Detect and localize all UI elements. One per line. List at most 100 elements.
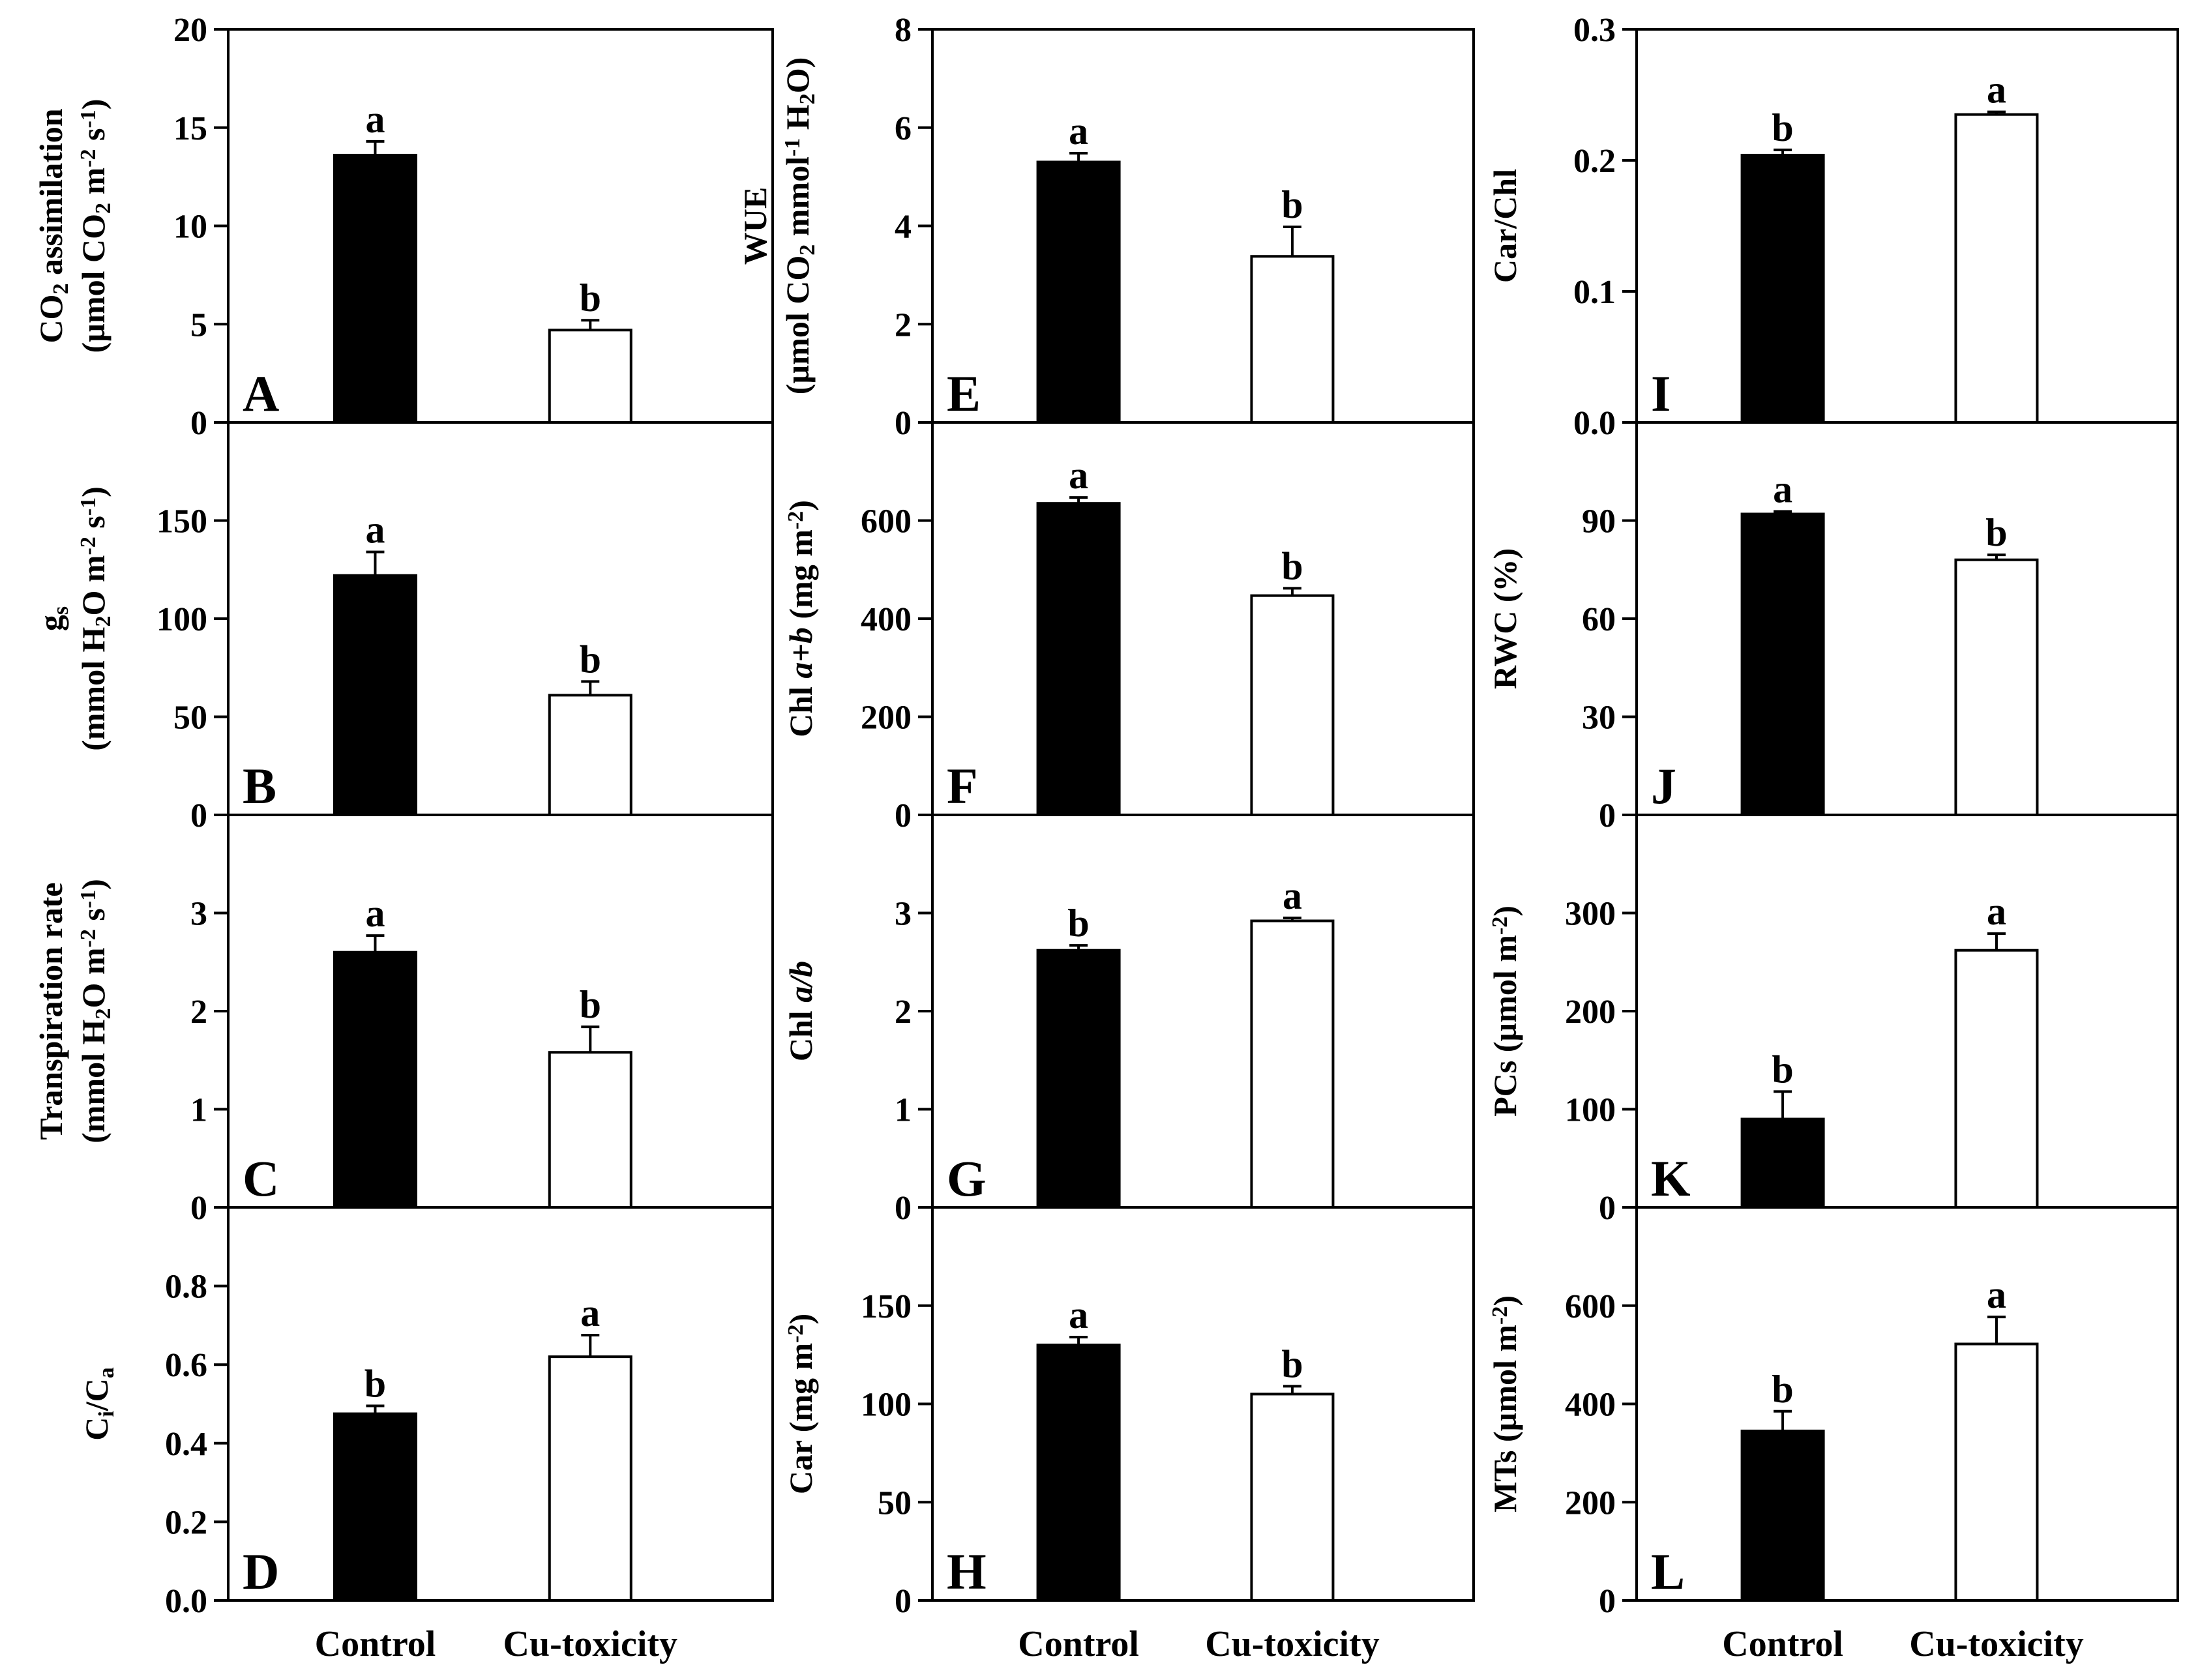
sig-letter-j-cu-toxicity: b xyxy=(1985,511,2007,554)
panel-i: 0.0 0.1 0.2 0.3 b a I Car/Chl xyxy=(1487,12,2179,442)
sig-letter-g-control: b xyxy=(1067,902,1089,945)
y-tick-label-a: 20 xyxy=(173,12,207,49)
y-tick-label-h: 50 xyxy=(878,1484,912,1522)
y-tick-label-f: 200 xyxy=(861,700,912,737)
panel-e: 0 2 4 6 8 a b E WUE(µmol CO2 mmol-1 H2O) xyxy=(737,12,1475,442)
panel-letter-l: L xyxy=(1651,1543,1685,1600)
panel-frame-b xyxy=(227,421,774,816)
y-tick-label-f: 600 xyxy=(861,503,912,540)
panel-f: 0 200 400 600 a b F Chl a+b (mg m-2) xyxy=(782,421,1475,834)
x-category-label-cu-toxicity: Cu-toxicity xyxy=(1909,1624,2084,1664)
y-tick-label-k: 100 xyxy=(1565,1092,1616,1129)
y-tick-label-c: 3 xyxy=(190,896,207,933)
y-tick-label-g: 3 xyxy=(895,896,912,933)
bar-h-cu-toxicity xyxy=(1250,1393,1335,1602)
sig-letter-a-cu-toxicity: b xyxy=(580,276,601,319)
y-tick-label-e: 2 xyxy=(895,306,912,344)
y-tick-label-j: 0 xyxy=(1599,797,1616,834)
sig-letter-l-control: b xyxy=(1772,1368,1793,1411)
y-axis-label-b: gs xyxy=(33,606,73,631)
panel-j: 0 30 60 90 a b J RWC (%) xyxy=(1487,421,2179,834)
panel-frame-f xyxy=(931,421,1475,816)
y-tick-label-b: 50 xyxy=(173,700,207,737)
y-axis-label-e-unit: (µmol CO2 mmol-1 H2O) xyxy=(779,57,820,395)
y-axis-label-a: CO2 assimilation xyxy=(33,108,73,343)
y-tick-label-b: 100 xyxy=(156,601,207,638)
bar-d-control xyxy=(333,1412,417,1602)
y-tick-label-j: 90 xyxy=(1582,503,1616,540)
sig-letter-i-cu-toxicity: a xyxy=(1987,68,2006,111)
y-tick-label-d: 0.0 xyxy=(165,1583,207,1620)
bar-k-cu-toxicity xyxy=(1954,949,2039,1209)
panel-g: 0 1 2 3 b a G Chl a/b xyxy=(782,814,1475,1227)
panel-a: 0 5 10 15 20 a b A CO2 assimilation(µmol CO2 m-2… xyxy=(33,12,774,442)
panel-frame-c xyxy=(227,814,774,1209)
y-axis-label-g: Chl a/b xyxy=(782,961,819,1061)
x-category-label-cu-toxicity: Cu-toxicity xyxy=(503,1624,678,1664)
bar-i-control xyxy=(1740,153,1825,424)
y-tick-label-d: 0.4 xyxy=(165,1426,207,1463)
bar-l-control xyxy=(1740,1429,1825,1602)
sig-letter-b-control: a xyxy=(365,508,385,552)
y-tick-label-l: 200 xyxy=(1565,1484,1616,1522)
y-tick-label-d: 0.6 xyxy=(165,1347,207,1384)
sig-letter-k-control: b xyxy=(1772,1048,1793,1091)
sig-letter-k-cu-toxicity: a xyxy=(1987,890,2006,933)
y-tick-label-h: 0 xyxy=(895,1583,912,1620)
y-axis-label-c: Transpiration rate xyxy=(33,883,69,1140)
y-tick-label-a: 10 xyxy=(173,209,207,246)
panel-b: 0 50 100 150 a b Bgs(mmol H2O m-2 s-1) xyxy=(33,421,774,834)
x-category-label-control: Control xyxy=(1018,1624,1139,1664)
bar-g-cu-toxicity xyxy=(1250,919,1335,1209)
bar-a-control xyxy=(333,153,417,424)
y-axis-label-a-unit: (µmol CO2 m-2 s-1) xyxy=(75,99,115,353)
y-axis-label-e: WUE xyxy=(737,187,773,265)
bar-f-cu-toxicity xyxy=(1250,594,1335,816)
y-tick-label-i: 0.1 xyxy=(1573,274,1616,311)
y-tick-label-l: 600 xyxy=(1565,1288,1616,1325)
y-tick-label-f: 400 xyxy=(861,601,912,638)
y-axis-label-k: PCs (µmol m-2) xyxy=(1487,906,1523,1117)
y-tick-label-k: 200 xyxy=(1565,994,1616,1031)
y-tick-label-b: 150 xyxy=(156,503,207,540)
panel-frame-l xyxy=(1635,1206,2179,1602)
bar-b-cu-toxicity xyxy=(548,694,632,817)
x-category-label-control: Control xyxy=(315,1624,436,1664)
y-tick-label-g: 2 xyxy=(895,994,912,1031)
panel-letter-b: B xyxy=(243,758,276,814)
bar-d-cu-toxicity xyxy=(548,1355,632,1602)
bar-c-control xyxy=(333,951,417,1209)
panel-l: 0 200 400 600 b a L MTs (µmol m-2) xyxy=(1487,1206,2179,1620)
sig-letter-b-cu-toxicity: b xyxy=(580,638,601,681)
y-tick-label-e: 6 xyxy=(895,110,912,147)
panel-letter-i: I xyxy=(1651,365,1671,422)
panel-k: 0 100 200 300 b a K PCs (µmol m-2) xyxy=(1487,814,2179,1227)
bar-k-control xyxy=(1740,1117,1825,1209)
panel-h: 0 50 100 150 a b H Car (mg m-2) xyxy=(782,1206,1475,1620)
bar-e-cu-toxicity xyxy=(1250,255,1335,424)
panel-frame-j xyxy=(1635,421,2179,816)
panel-letter-j: J xyxy=(1651,758,1676,814)
sig-letter-l-cu-toxicity: a xyxy=(1987,1273,2006,1316)
bar-j-control xyxy=(1740,512,1825,816)
sig-letter-i-control: b xyxy=(1772,106,1793,149)
bar-a-cu-toxicity xyxy=(548,329,632,424)
y-axis-label-i: Car/Chl xyxy=(1487,169,1523,283)
panel-letter-a: A xyxy=(243,365,279,422)
sig-letter-d-control: b xyxy=(364,1363,386,1406)
y-tick-label-c: 1 xyxy=(190,1092,207,1129)
y-axis-label-b-unit: (mmol H2O m-2 s-1) xyxy=(75,486,115,751)
sig-letter-g-cu-toxicity: a xyxy=(1283,874,1302,917)
y-tick-label-i: 0.0 xyxy=(1573,405,1616,442)
y-axis-label-l: MTs (µmol m-2) xyxy=(1487,1295,1523,1512)
x-category-label-control: Control xyxy=(1722,1624,1843,1664)
panel-frame-a xyxy=(227,28,774,424)
bar-e-control xyxy=(1036,160,1121,424)
bar-b-control xyxy=(333,574,417,817)
sig-letter-j-control: a xyxy=(1773,467,1792,510)
panel-letter-e: E xyxy=(947,365,981,422)
panel-frame-k xyxy=(1635,814,2179,1209)
y-tick-label-k: 0 xyxy=(1599,1190,1616,1227)
y-tick-label-d: 0.8 xyxy=(165,1269,207,1306)
